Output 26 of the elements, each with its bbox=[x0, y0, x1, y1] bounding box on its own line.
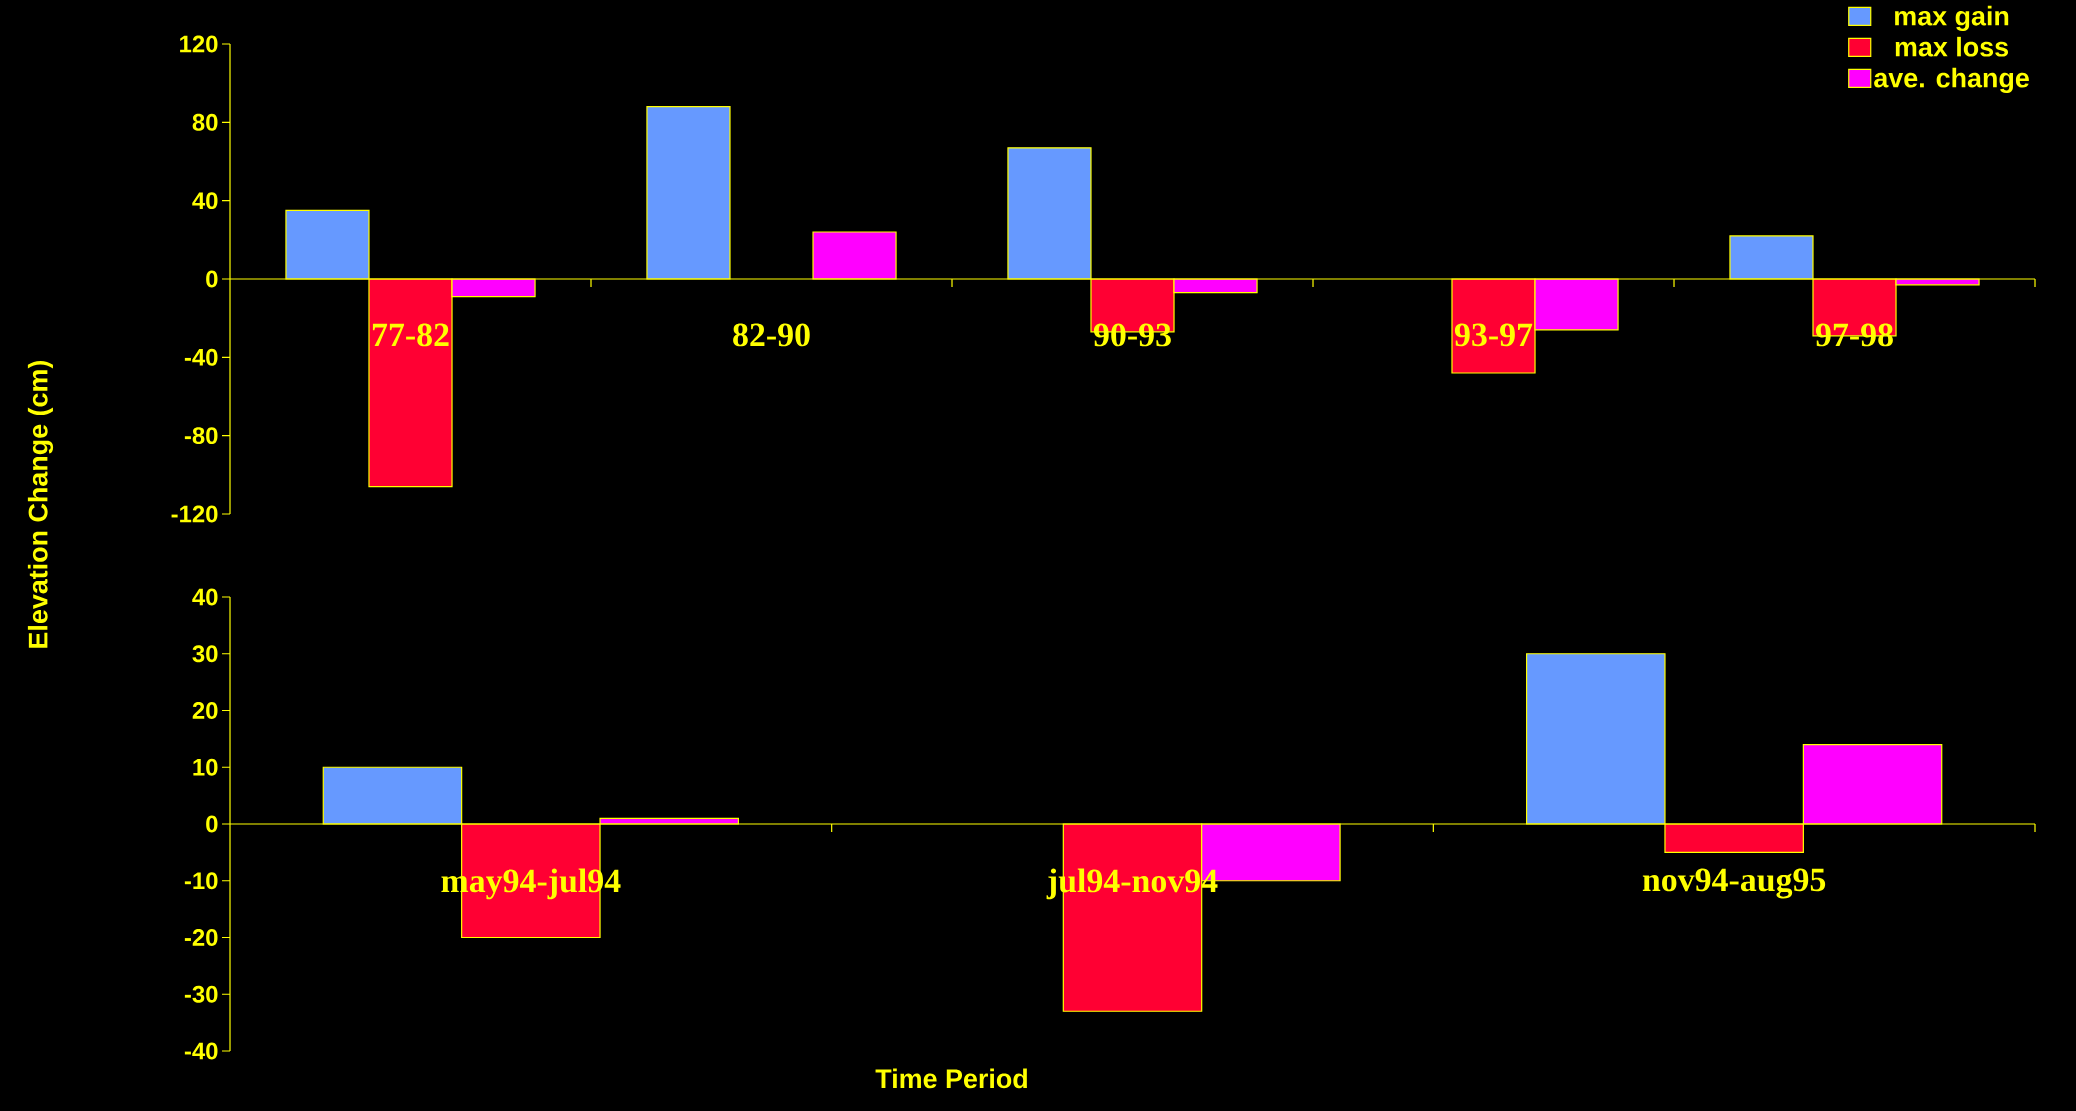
y-tick-label: -80 bbox=[184, 427, 218, 445]
y-tick-label: 0 bbox=[206, 815, 218, 833]
y-tick-label: -20 bbox=[184, 929, 218, 946]
y-tick-label: 30 bbox=[192, 645, 218, 663]
x-tick-label: 97-98 bbox=[1815, 323, 1893, 347]
legend-label: ave. change bbox=[1874, 67, 2029, 94]
y-tick-label: -30 bbox=[184, 985, 218, 1003]
y-tick-label: -40 bbox=[184, 1042, 218, 1060]
legend-label: max loss bbox=[1895, 36, 2009, 57]
x-tick-label: 93-97 bbox=[1454, 323, 1533, 347]
y-tick-label: -10 bbox=[184, 872, 218, 890]
x-axis-title: Time Period bbox=[875, 1068, 1027, 1089]
y-tick-label: 20 bbox=[192, 702, 218, 719]
y-tick-label: 10 bbox=[193, 758, 218, 776]
y-tick-label: 120 bbox=[180, 35, 218, 53]
y-tick-label: 80 bbox=[192, 113, 218, 131]
y-tick-label: 40 bbox=[192, 192, 218, 210]
x-tick-label: 82-90 bbox=[733, 323, 810, 347]
y-tick-label: 0 bbox=[206, 270, 218, 288]
y-axis-title: Elevation Change (cm) bbox=[27, 360, 54, 648]
y-tick-label: -40 bbox=[184, 348, 218, 366]
y-tick-label: 40 bbox=[192, 588, 218, 606]
x-tick-label: nov94-aug95 bbox=[1642, 868, 1826, 899]
legend-label: max gain bbox=[1895, 5, 2009, 32]
y-tick-label: -120 bbox=[171, 505, 218, 523]
x-tick-label: 77-82 bbox=[372, 323, 449, 347]
